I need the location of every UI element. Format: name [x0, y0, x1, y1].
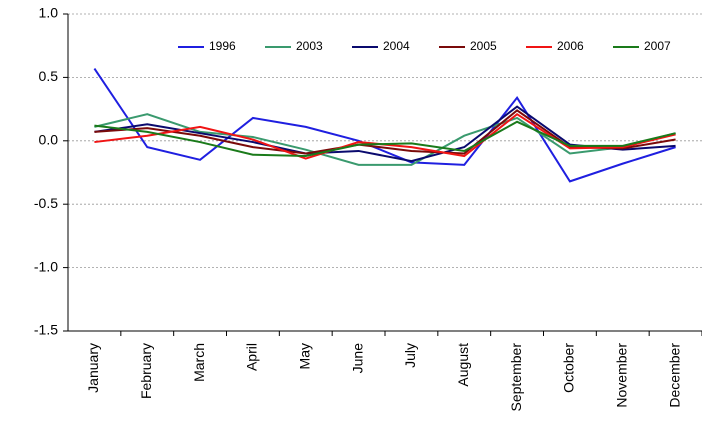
x-tick-label: August — [455, 343, 471, 387]
legend-label: 2007 — [644, 39, 671, 53]
x-tick-label: February — [138, 343, 154, 399]
series-line — [93, 67, 676, 183]
legend-label: 2006 — [557, 39, 584, 53]
x-tick-label: April — [244, 343, 260, 371]
y-tick-label: 0.0 — [39, 132, 59, 148]
x-tick-label: November — [613, 343, 629, 408]
x-tick-label: December — [666, 343, 682, 408]
x-tick-label: September — [508, 343, 524, 412]
legend-label: 2005 — [470, 39, 497, 53]
x-tick-label: March — [191, 343, 207, 382]
x-tick-label: January — [85, 343, 101, 393]
x-tick-label: July — [402, 343, 418, 368]
y-tick-label: -1.5 — [34, 322, 58, 338]
series-line — [94, 120, 676, 158]
y-tick-label: -1.0 — [34, 258, 58, 274]
y-tick-label: 1.0 — [39, 5, 59, 21]
legend-label: 2004 — [383, 39, 410, 53]
legend-label: 1996 — [209, 39, 236, 53]
x-tick-label: May — [296, 343, 312, 369]
x-tick-label: October — [561, 343, 577, 393]
legend-label: 2003 — [296, 39, 323, 53]
x-tick-label: June — [349, 343, 365, 374]
y-tick-label: 0.5 — [39, 68, 59, 84]
y-tick-label: -0.5 — [34, 195, 58, 211]
